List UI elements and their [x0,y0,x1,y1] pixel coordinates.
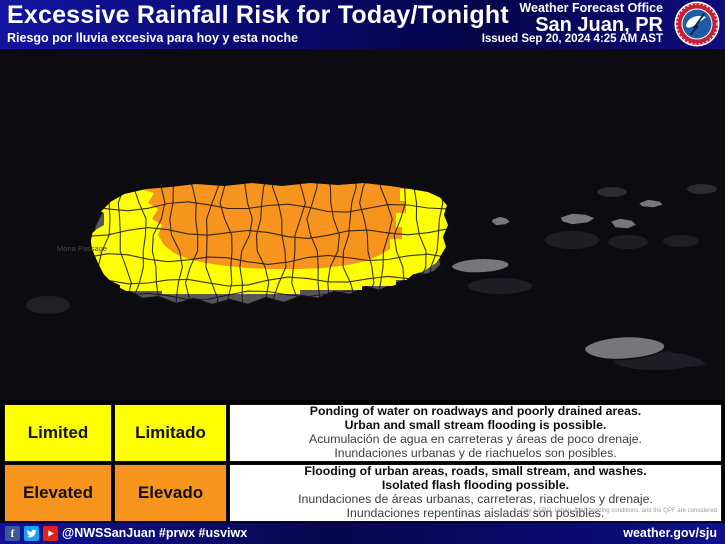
shallow-water-shadows [26,184,717,370]
desc-line: Inundaciones repentinas aisladas son pos… [346,505,605,520]
legend-label: Limited [27,423,89,442]
culebra-island [490,215,513,227]
facebook-icon: f [5,526,20,541]
st-thomas-island [559,212,598,226]
legend-limited-description: Ponding of water on roadways and poorly … [229,404,722,462]
youtube-icon [43,526,58,541]
social-icons: f [5,526,58,541]
vieques-island [450,257,510,274]
rainfall-risk-map: Mona Passage [0,49,725,400]
desc-line: Inundaciones de áreas urbanas, carretera… [298,492,653,506]
social-handle: @NWSSanJuan #prwx #usviwx [62,526,248,540]
tortola-island [636,198,666,209]
st-croix-island [583,335,666,361]
legend-elevated-description: Flooding of urban areas, roads, small st… [229,464,722,522]
page-title: Excessive Rainfall Risk for Today/Tonigh… [7,1,509,29]
website-url: weather.gov/sju [623,526,717,540]
office-block: Weather Forecast Office San Juan, PR [519,1,663,37]
office-label: Weather Forecast Office [519,1,663,15]
legend-label: Limitado [135,423,206,442]
page-subtitle-spanish: Riesgo por lluvia excesiva para hoy y es… [7,31,299,45]
legend-label: Elevado [137,483,204,502]
legend-label: Elevated [23,483,93,502]
fine-print-attribution: Day 1 ERO. Urban, flash flooding conditi… [520,508,717,515]
desc-line: Acumulación de agua en carreteras y área… [309,432,642,446]
desc-line: Isolated flash flooding possible. [381,478,570,493]
risk-legend: Limited Limitado Ponding of water on roa… [0,400,725,522]
desc-line: Urban and small stream flooding is possi… [344,418,607,433]
legend-limited-es: Limitado [114,404,227,462]
desc-line: Inundaciones urbanas y de riachuelos son… [334,445,617,460]
issued-timestamp: Issued Sep 20, 2024 4:25 AM AST [481,33,663,45]
offshore-islands [450,198,666,361]
legend-elevated-en: Elevated [4,464,112,522]
office-name: San Juan, PR [535,14,663,37]
twitter-icon [24,526,39,541]
legend-elevated-es: Elevado [114,464,227,522]
st-john-island [608,217,639,230]
header-banner: Excessive Rainfall Risk for Today/Tonigh… [0,0,725,49]
nws-logo-icon [674,1,720,47]
mona-passage-label: Mona Passage [57,244,107,253]
footer-bar: f @NWSSanJuan #prwx #usviwx weather.gov/… [0,522,725,544]
legend-limited-en: Limited [4,404,112,462]
desc-line: Ponding of water on roadways and poorly … [309,404,642,419]
desc-line: Flooding of urban areas, roads, small st… [304,464,647,479]
